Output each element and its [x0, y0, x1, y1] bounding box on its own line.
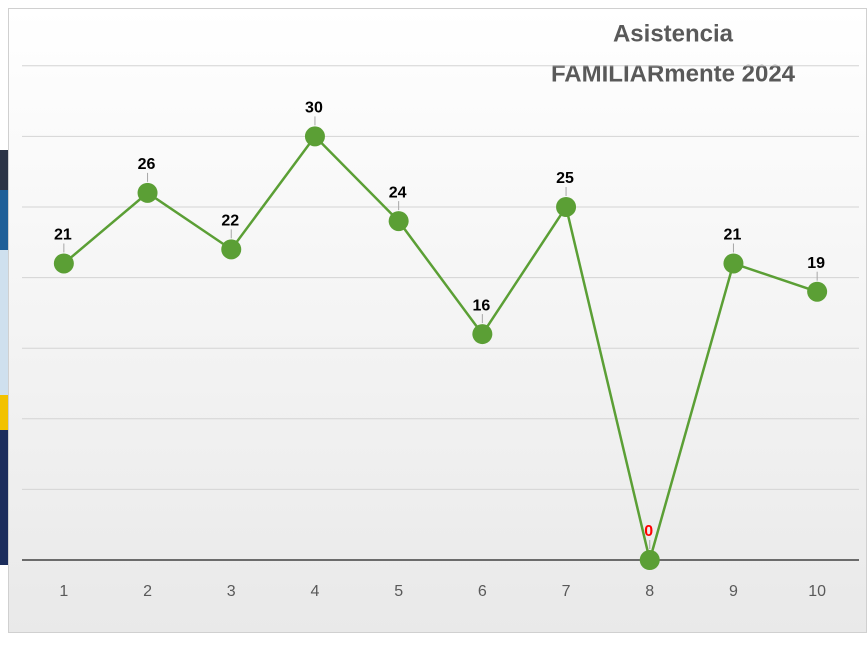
data-label: 30 — [305, 100, 323, 117]
x-tick-label: 1 — [59, 583, 68, 600]
x-tick-label: 10 — [808, 583, 826, 600]
chart-title: Asistencia — [613, 20, 734, 47]
x-tick-label: 6 — [478, 583, 487, 600]
data-label: 16 — [472, 297, 490, 314]
data-point — [556, 197, 576, 217]
chart-title: FAMILIARmente 2024 — [551, 60, 796, 87]
data-label: 19 — [807, 255, 825, 272]
data-point — [54, 253, 74, 273]
data-label: 21 — [724, 227, 742, 244]
x-tick-label: 9 — [729, 583, 738, 600]
x-tick-label: 8 — [645, 583, 654, 600]
data-point — [723, 253, 743, 273]
data-point — [472, 324, 492, 344]
data-label: 22 — [221, 213, 239, 230]
chart: Asistencia FAMILIARmente 2024 1 2 3 4 5 6 7 8 9 1… — [0, 0, 867, 641]
data-point — [389, 211, 409, 231]
data-point — [138, 183, 158, 203]
data-label: 26 — [138, 156, 156, 173]
data-label: 25 — [556, 170, 574, 187]
x-tick-label: 4 — [310, 583, 319, 600]
data-point — [640, 550, 660, 570]
x-tick-label: 3 — [227, 583, 236, 600]
x-tick-label: 5 — [394, 583, 403, 600]
data-point — [221, 239, 241, 259]
data-point — [305, 126, 325, 146]
background-strip — [0, 150, 9, 565]
x-tick-label: 2 — [143, 583, 152, 600]
x-tick-label: 7 — [562, 583, 571, 600]
chart-area — [9, 9, 867, 633]
data-label: 21 — [54, 227, 72, 244]
data-label: 0 — [644, 523, 653, 540]
page: {"chart_data": { "type": "line", "title"… — [0, 0, 867, 641]
data-label: 24 — [389, 184, 407, 201]
data-point — [807, 282, 827, 302]
